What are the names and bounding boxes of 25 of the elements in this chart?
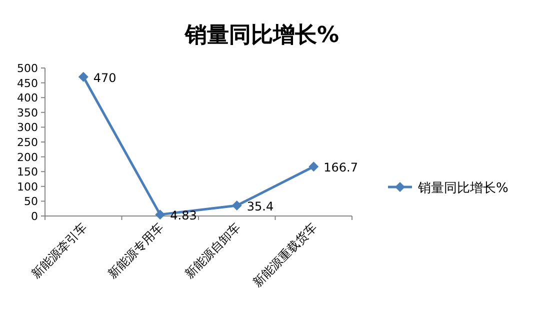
y-tick-label: 200	[17, 150, 38, 164]
y-tick-label: 150	[17, 166, 38, 179]
y-tick-label: 50	[24, 195, 38, 208]
point	[155, 210, 166, 220]
y-tick-label: 450	[17, 76, 38, 90]
point	[78, 72, 88, 82]
y-tick-label: 400	[17, 92, 38, 105]
y-tick-label: 0	[31, 210, 38, 223]
data-label: 470	[93, 70, 116, 85]
x-tick-label: 新能源牵引车	[28, 220, 90, 282]
legend-label: 销量同比增长%	[417, 181, 508, 196]
y-tick-label: 250	[17, 136, 38, 149]
x-tick-label: 新能源自卸车	[182, 220, 243, 282]
y-tick-label: 350	[17, 106, 38, 120]
x-tick-label: 新能源专用车	[105, 220, 166, 282]
data-label: 35.4	[246, 200, 274, 214]
y-tick-label: 500	[17, 62, 38, 75]
y-tick-label: 100	[17, 180, 38, 194]
y-tick-label: 300	[17, 121, 38, 134]
chart-title: 销量同比增长%	[184, 23, 340, 48]
point	[308, 162, 319, 172]
point	[232, 200, 242, 211]
x-tick-label: 新能源重载货车	[250, 220, 320, 290]
data-label: 166.7	[324, 160, 358, 175]
data-label: 4.83	[170, 208, 197, 223]
